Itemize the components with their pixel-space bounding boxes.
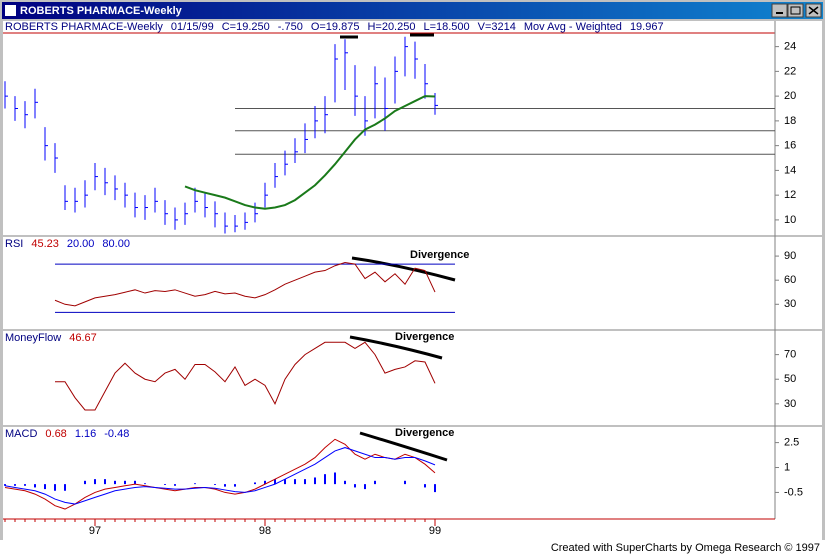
y-tick-label: 90	[784, 250, 796, 262]
y-tick-label: 30	[784, 398, 796, 410]
y-tick-label: 22	[784, 65, 796, 77]
indicator-line	[54, 262, 436, 307]
header-item: MoneyFlow	[5, 332, 61, 344]
x-tick-label: 97	[89, 525, 101, 537]
y-tick-label: 20	[784, 90, 796, 102]
header-item: -0.48	[104, 428, 129, 440]
y-tick-label: 30	[784, 298, 796, 310]
footer-area	[0, 540, 825, 554]
trendlines	[340, 33, 456, 462]
header-item: RSI	[5, 238, 23, 250]
maximize-icon	[790, 6, 801, 15]
header-item: 20.00	[67, 238, 95, 250]
header-item: L=18.500	[423, 21, 469, 33]
header-item: 0.68	[45, 428, 66, 440]
maximize-button[interactable]	[787, 3, 804, 18]
header-item: O=19.875	[311, 21, 360, 33]
close-icon	[808, 6, 819, 15]
minimize-button[interactable]	[771, 3, 788, 18]
y-tick-label: 16	[784, 140, 796, 152]
header-item: -.750	[278, 21, 303, 33]
title-bar	[2, 2, 823, 19]
header-item: V=3214	[478, 21, 516, 33]
header-item: Mov Avg - Weighted	[524, 21, 622, 33]
header-item: 1.16	[75, 428, 96, 440]
y-tick-label: 14	[784, 164, 796, 176]
chart-area	[3, 21, 822, 540]
y-tick-label: 50	[784, 373, 796, 385]
panel-header: RSI 45.23 20.00 80.00	[5, 238, 130, 250]
header-item: 46.67	[69, 332, 97, 344]
window-title: ROBERTS PHARMACE-Weekly	[20, 5, 183, 17]
indicator-line	[55, 341, 436, 411]
header-item: MACD	[5, 428, 37, 440]
header-item: 45.23	[31, 238, 59, 250]
annotation: Divergence	[395, 427, 454, 439]
y-tick-label: 12	[784, 189, 796, 201]
header-item: 01/15/99	[171, 21, 214, 33]
y-tick-label: 70	[784, 349, 796, 361]
panel-header: ROBERTS PHARMACE-Weekly 01/15/99 C=19.250-…	[5, 21, 664, 33]
header-item: H=20.250	[367, 21, 415, 33]
indicator-line	[4, 438, 436, 510]
divergence-line	[349, 335, 443, 360]
y-tick-label: 18	[784, 115, 796, 127]
panel-header: MoneyFlow 46.67	[5, 332, 97, 344]
panel-header: MACD 0.68 1.16 -0.48	[5, 428, 129, 440]
y-tick-label: 10	[784, 214, 796, 226]
indicator-line	[184, 95, 436, 210]
indicator-line	[4, 447, 436, 505]
x-tick-label: 98	[259, 525, 271, 537]
x-tick-label: 99	[429, 525, 441, 537]
y-tick-label: 2.5	[784, 437, 799, 449]
header-item: 19.967	[630, 21, 664, 33]
window-buttons	[771, 3, 822, 18]
annotation: Divergence	[410, 249, 469, 261]
header-item: ROBERTS PHARMACE-Weekly	[5, 21, 163, 33]
footer-text: Created with SuperCharts by Omega Resear…	[551, 542, 820, 554]
annotation: Divergence	[395, 331, 454, 343]
y-tick-label: 60	[784, 274, 796, 286]
y-tick-label: 24	[784, 41, 796, 53]
divergence-line	[351, 256, 456, 282]
header-item: 80.00	[102, 238, 130, 250]
divergence-line	[359, 431, 448, 462]
y-tick-label: 1	[784, 461, 790, 473]
header-item: C=19.250	[222, 21, 270, 33]
window-icon	[5, 5, 16, 16]
y-tick-label: -0.5	[784, 486, 803, 498]
